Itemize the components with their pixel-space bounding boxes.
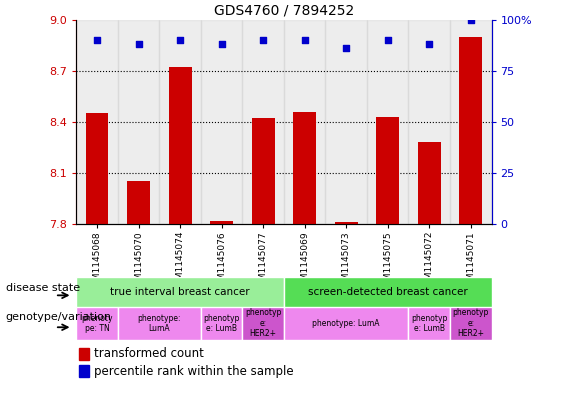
Text: phenotype: LumA: phenotype: LumA xyxy=(312,319,380,328)
Bar xyxy=(127,182,150,224)
Bar xyxy=(284,277,492,307)
Text: phenotyp
e: LumB: phenotyp e: LumB xyxy=(203,314,240,333)
Text: phenotype:
LumA: phenotype: LumA xyxy=(138,314,181,333)
Bar xyxy=(252,118,275,224)
Bar xyxy=(376,117,399,224)
Bar xyxy=(79,365,89,377)
Bar xyxy=(408,20,450,224)
Text: transformed count: transformed count xyxy=(94,347,203,360)
Point xyxy=(259,37,268,43)
Bar xyxy=(335,222,358,224)
Bar xyxy=(284,20,325,224)
Text: phenotyp
e:
HER2+: phenotyp e: HER2+ xyxy=(245,309,281,338)
Bar xyxy=(367,20,408,224)
Bar xyxy=(450,307,492,340)
Point xyxy=(93,37,102,43)
Bar xyxy=(86,113,108,224)
Text: disease state: disease state xyxy=(6,283,80,293)
Title: GDS4760 / 7894252: GDS4760 / 7894252 xyxy=(214,3,354,17)
Text: phenotyp
e: LumB: phenotyp e: LumB xyxy=(411,314,447,333)
Point xyxy=(342,45,351,51)
Text: screen-detected breast cancer: screen-detected breast cancer xyxy=(308,287,468,297)
Bar xyxy=(325,20,367,224)
Point xyxy=(217,41,226,47)
Bar xyxy=(450,20,492,224)
Bar xyxy=(408,307,450,340)
Bar xyxy=(201,20,242,224)
Bar xyxy=(76,307,118,340)
Point xyxy=(425,41,434,47)
Bar xyxy=(201,307,242,340)
Bar xyxy=(418,142,441,224)
Point xyxy=(383,37,392,43)
Point xyxy=(176,37,185,43)
Bar xyxy=(293,112,316,224)
Point xyxy=(134,41,143,47)
Point xyxy=(300,37,309,43)
Bar xyxy=(79,348,89,360)
Bar xyxy=(159,20,201,224)
Bar xyxy=(76,277,284,307)
Text: percentile rank within the sample: percentile rank within the sample xyxy=(94,365,293,378)
Text: phenoty
pe: TN: phenoty pe: TN xyxy=(81,314,113,333)
Text: phenotyp
e:
HER2+: phenotyp e: HER2+ xyxy=(453,309,489,338)
Bar xyxy=(242,307,284,340)
Bar xyxy=(118,20,159,224)
Bar xyxy=(459,37,482,224)
Bar xyxy=(210,220,233,224)
Bar xyxy=(76,20,118,224)
Text: true interval breast cancer: true interval breast cancer xyxy=(110,287,250,297)
Bar xyxy=(118,307,201,340)
Text: genotype/variation: genotype/variation xyxy=(6,312,112,322)
Point xyxy=(466,17,475,23)
Bar xyxy=(284,307,408,340)
Bar xyxy=(169,67,192,224)
Bar xyxy=(242,20,284,224)
